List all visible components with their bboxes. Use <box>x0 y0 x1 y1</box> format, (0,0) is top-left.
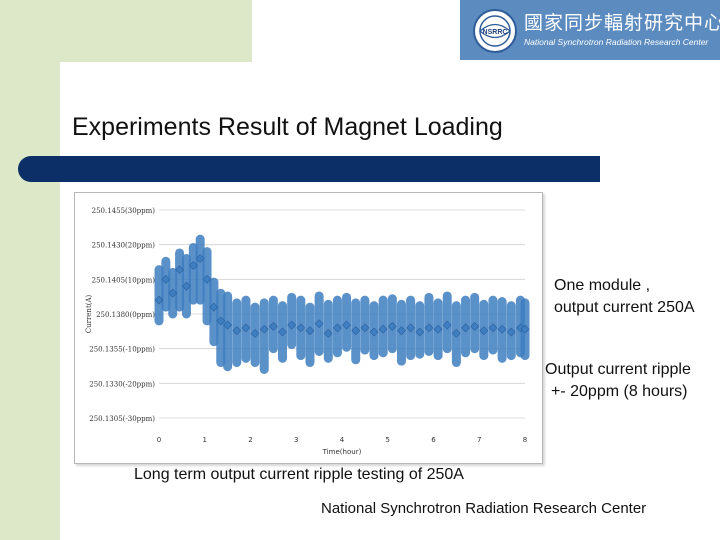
data-point <box>250 328 260 338</box>
data-point <box>433 324 443 334</box>
data-point <box>415 327 425 337</box>
x-tick-label: 2 <box>248 436 252 444</box>
data-point <box>424 323 434 333</box>
data-point <box>296 323 306 333</box>
data-point <box>278 327 287 337</box>
x-tick-label: 1 <box>203 436 207 444</box>
y-tick-label: 250.1305(-30ppm) <box>89 415 155 423</box>
note-ripple-line1: Output current ripple <box>545 361 691 378</box>
data-point <box>470 322 480 331</box>
data-point <box>154 295 164 305</box>
data-point <box>451 328 461 338</box>
y-tick-label: 250.1455(30ppm) <box>92 207 156 215</box>
note-module: One module , output current 250A <box>554 275 695 319</box>
data-point <box>442 320 452 330</box>
x-tick-label: 0 <box>157 436 161 444</box>
y-axis-label: Current(A) <box>85 294 93 333</box>
data-point <box>287 320 297 330</box>
data-point <box>516 323 525 333</box>
y-tick-label: 250.1330(-20ppm) <box>89 380 155 388</box>
logo-english-name: National Synchrotron Radiation Research … <box>524 37 709 47</box>
data-point <box>241 323 251 333</box>
footer-org-name: National Synchrotron Radiation Research … <box>321 500 647 517</box>
data-point <box>479 326 489 336</box>
data-point <box>216 316 226 326</box>
logo-chinese-name: 國家同步輻射研究中心 <box>524 12 720 34</box>
data-point <box>387 322 397 331</box>
data-point <box>497 324 507 334</box>
data-point <box>223 320 233 330</box>
data-point <box>175 265 185 275</box>
slide-title: Experiments Result of Magnet Loading <box>72 113 503 141</box>
y-tick-label: 250.1355(-10ppm) <box>89 346 155 354</box>
y-tick-label: 250.1405(10ppm) <box>92 276 156 284</box>
y-tick-label: 250.1380(0ppm) <box>96 311 155 319</box>
emblem-label: NSRRC <box>483 29 508 36</box>
data-point <box>182 281 191 291</box>
data-point <box>488 323 498 333</box>
chart-caption: Long term output current ripple testing … <box>134 466 464 483</box>
data-point <box>369 327 379 337</box>
ripple-chart: 250.1455(30ppm) 250.1430(20ppm) 250.1405(1… <box>85 207 530 456</box>
note-module-line1: One module , <box>554 277 651 294</box>
data-point <box>161 274 171 284</box>
data-point <box>351 326 361 336</box>
data-point <box>342 320 351 330</box>
data-point <box>259 324 269 334</box>
note-ripple: Output current ripple +- 20ppm (8 hours) <box>545 359 691 403</box>
data-point <box>360 323 370 333</box>
x-tick-label: 3 <box>294 436 298 444</box>
data-point <box>520 324 530 334</box>
data-point <box>268 322 278 331</box>
data-point <box>232 326 242 336</box>
x-tick-label: 4 <box>340 436 345 444</box>
data-point <box>323 328 333 338</box>
chart-frame: 250.1455(30ppm) 250.1430(20ppm) 250.1405(1… <box>74 192 543 464</box>
x-tick-label: 5 <box>386 436 390 444</box>
data-point <box>406 323 416 333</box>
data-point <box>188 261 198 270</box>
data-point <box>397 326 406 336</box>
data-point <box>333 323 342 333</box>
data-point <box>202 274 212 284</box>
data-point <box>168 288 178 298</box>
background-left-strip <box>0 62 60 540</box>
data-point <box>209 302 219 312</box>
nsrrc-emblem-icon: NSRRC <box>473 9 517 53</box>
data-point <box>378 324 388 334</box>
title-underline-bar <box>18 156 600 182</box>
x-tick-label: 8 <box>523 436 527 444</box>
note-ripple-line2: +- 20ppm (8 hours) <box>551 383 688 400</box>
data-point <box>195 254 205 263</box>
data-point <box>314 319 324 329</box>
x-tick-label: 7 <box>477 436 481 444</box>
x-axis-label: Time(hour) <box>322 448 362 456</box>
x-tick-label: 6 <box>431 436 436 444</box>
background-top-left <box>0 0 252 62</box>
note-module-line2: output current 250A <box>554 299 695 316</box>
y-tick-label: 250.1430(20ppm) <box>92 242 156 250</box>
data-point <box>461 323 470 333</box>
data-point <box>506 327 516 337</box>
data-point <box>305 326 315 336</box>
